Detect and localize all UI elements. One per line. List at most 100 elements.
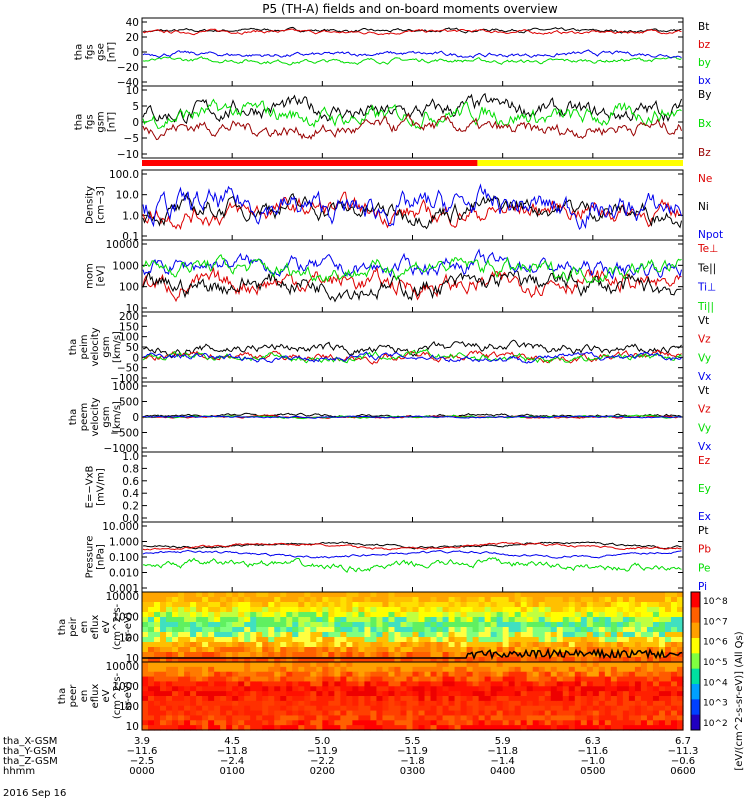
heatmap-cell: [634, 652, 642, 658]
heatmap-cell: [442, 720, 450, 726]
heatmap-cell: [652, 710, 660, 717]
heatmap-cell: [544, 637, 552, 643]
heatmap-cell: [538, 715, 546, 721]
y-tick-label: 0.100: [109, 552, 139, 564]
heatmap-cell: [334, 642, 341, 648]
heatmap-cell: [148, 725, 155, 731]
heatmap-cell: [532, 612, 540, 618]
x-tick-value: 6.7: [675, 736, 691, 747]
heatmap-cell: [250, 705, 257, 712]
heatmap-cell: [664, 627, 672, 633]
heatmap-cell: [676, 705, 684, 712]
heatmap-cell: [370, 676, 378, 683]
heatmap-cell: [508, 592, 516, 598]
heatmap-cell: [622, 602, 630, 608]
heatmap-cell: [250, 725, 257, 731]
y-tick-label: −20: [117, 62, 139, 74]
heatmap-cell: [262, 612, 269, 618]
heatmap-cell: [544, 662, 552, 668]
heatmap-cell: [172, 632, 179, 638]
heatmap-cell: [388, 647, 396, 653]
heatmap-cell: [634, 710, 642, 717]
heatmap-cell: [154, 657, 161, 663]
heatmap-cell: [514, 597, 522, 603]
heatmap-cell: [250, 622, 257, 628]
heatmap-cell: [502, 612, 510, 618]
heatmap-cell: [214, 617, 221, 623]
heatmap-cell: [424, 710, 432, 717]
heatmap-cell: [328, 607, 335, 613]
heatmap-cell: [532, 686, 540, 692]
heatmap-cell: [334, 617, 341, 623]
heatmap-cell: [544, 725, 552, 731]
heatmap-cell: [484, 686, 492, 692]
heatmap-cell: [610, 686, 618, 692]
heatmap-cell: [520, 642, 528, 648]
heatmap-cell: [550, 652, 558, 658]
heatmap-cell: [334, 647, 341, 653]
y-axis-label-line: [mV/m]: [96, 468, 107, 506]
heatmap-cell: [418, 691, 426, 697]
heatmap-cell: [508, 705, 516, 712]
heatmap-cell: [328, 642, 335, 648]
heatmap-cell: [256, 696, 263, 702]
heatmap-cell: [658, 715, 666, 721]
heatmap-cell: [430, 612, 438, 618]
legend-Te⊥: Te⊥: [697, 243, 718, 255]
heatmap-cell: [460, 652, 468, 658]
heatmap-cell: [658, 676, 666, 683]
panel-peer: 10000100010010thapeerenefluxeV(cm^2-s-sr…: [57, 661, 684, 733]
heatmap-cell: [202, 705, 209, 712]
heatmap-cell: [286, 602, 293, 608]
heatmap-cell: [304, 652, 311, 658]
heatmap-cell: [382, 597, 390, 603]
heatmap-cell: [454, 617, 462, 623]
heatmap-cell: [232, 710, 239, 717]
heatmap-cell: [598, 632, 606, 638]
heatmap-cell: [208, 602, 215, 608]
heatmap-cell: [658, 720, 666, 726]
heatmap-cell: [496, 602, 504, 608]
heatmap-cell: [208, 696, 215, 702]
heatmap-cell: [322, 691, 329, 697]
heatmap-cell: [580, 720, 588, 726]
heatmap-cell: [298, 681, 305, 687]
heatmap-cell: [214, 691, 221, 697]
heatmap-cell: [670, 622, 678, 628]
heatmap-cell: [334, 705, 341, 712]
heatmap-cell: [262, 622, 269, 628]
heatmap-cell: [412, 666, 420, 673]
heatmap-cell: [616, 642, 624, 648]
heatmap-cell: [460, 597, 468, 603]
y-axis-label-line: gsm: [96, 111, 107, 132]
heatmap-cell: [448, 676, 456, 683]
heatmap-cell: [172, 715, 179, 721]
legend-Vx: Vx: [698, 371, 711, 383]
heatmap-cell: [400, 592, 408, 598]
y-axis-label-line: gsm: [101, 406, 112, 427]
heatmap-cell: [526, 637, 534, 643]
heatmap-cell: [166, 607, 173, 613]
heatmap-cell: [268, 642, 275, 648]
heatmap-cell: [208, 632, 215, 638]
heatmap-cell: [352, 652, 359, 658]
heatmap-cell: [460, 715, 468, 721]
heatmap-cell: [658, 592, 666, 598]
heatmap-cell: [406, 696, 414, 702]
heatmap-cell: [370, 710, 378, 717]
heatmap-cell: [358, 715, 366, 721]
heatmap-cell: [352, 602, 359, 608]
x-tick-value: 0200: [310, 766, 335, 777]
legend-Pe: Pe: [698, 562, 710, 574]
heatmap-cell: [154, 592, 161, 598]
heatmap-cell: [454, 715, 462, 721]
heatmap-cell: [370, 612, 378, 618]
heatmap-cell: [604, 696, 612, 702]
heatmap-cell: [478, 686, 486, 692]
heatmap-cell: [346, 607, 353, 613]
heatmap-cell: [352, 662, 359, 668]
y-tick-label: 0.8: [122, 463, 139, 475]
heatmap-cell: [532, 666, 540, 673]
heatmap-cell: [610, 676, 618, 683]
